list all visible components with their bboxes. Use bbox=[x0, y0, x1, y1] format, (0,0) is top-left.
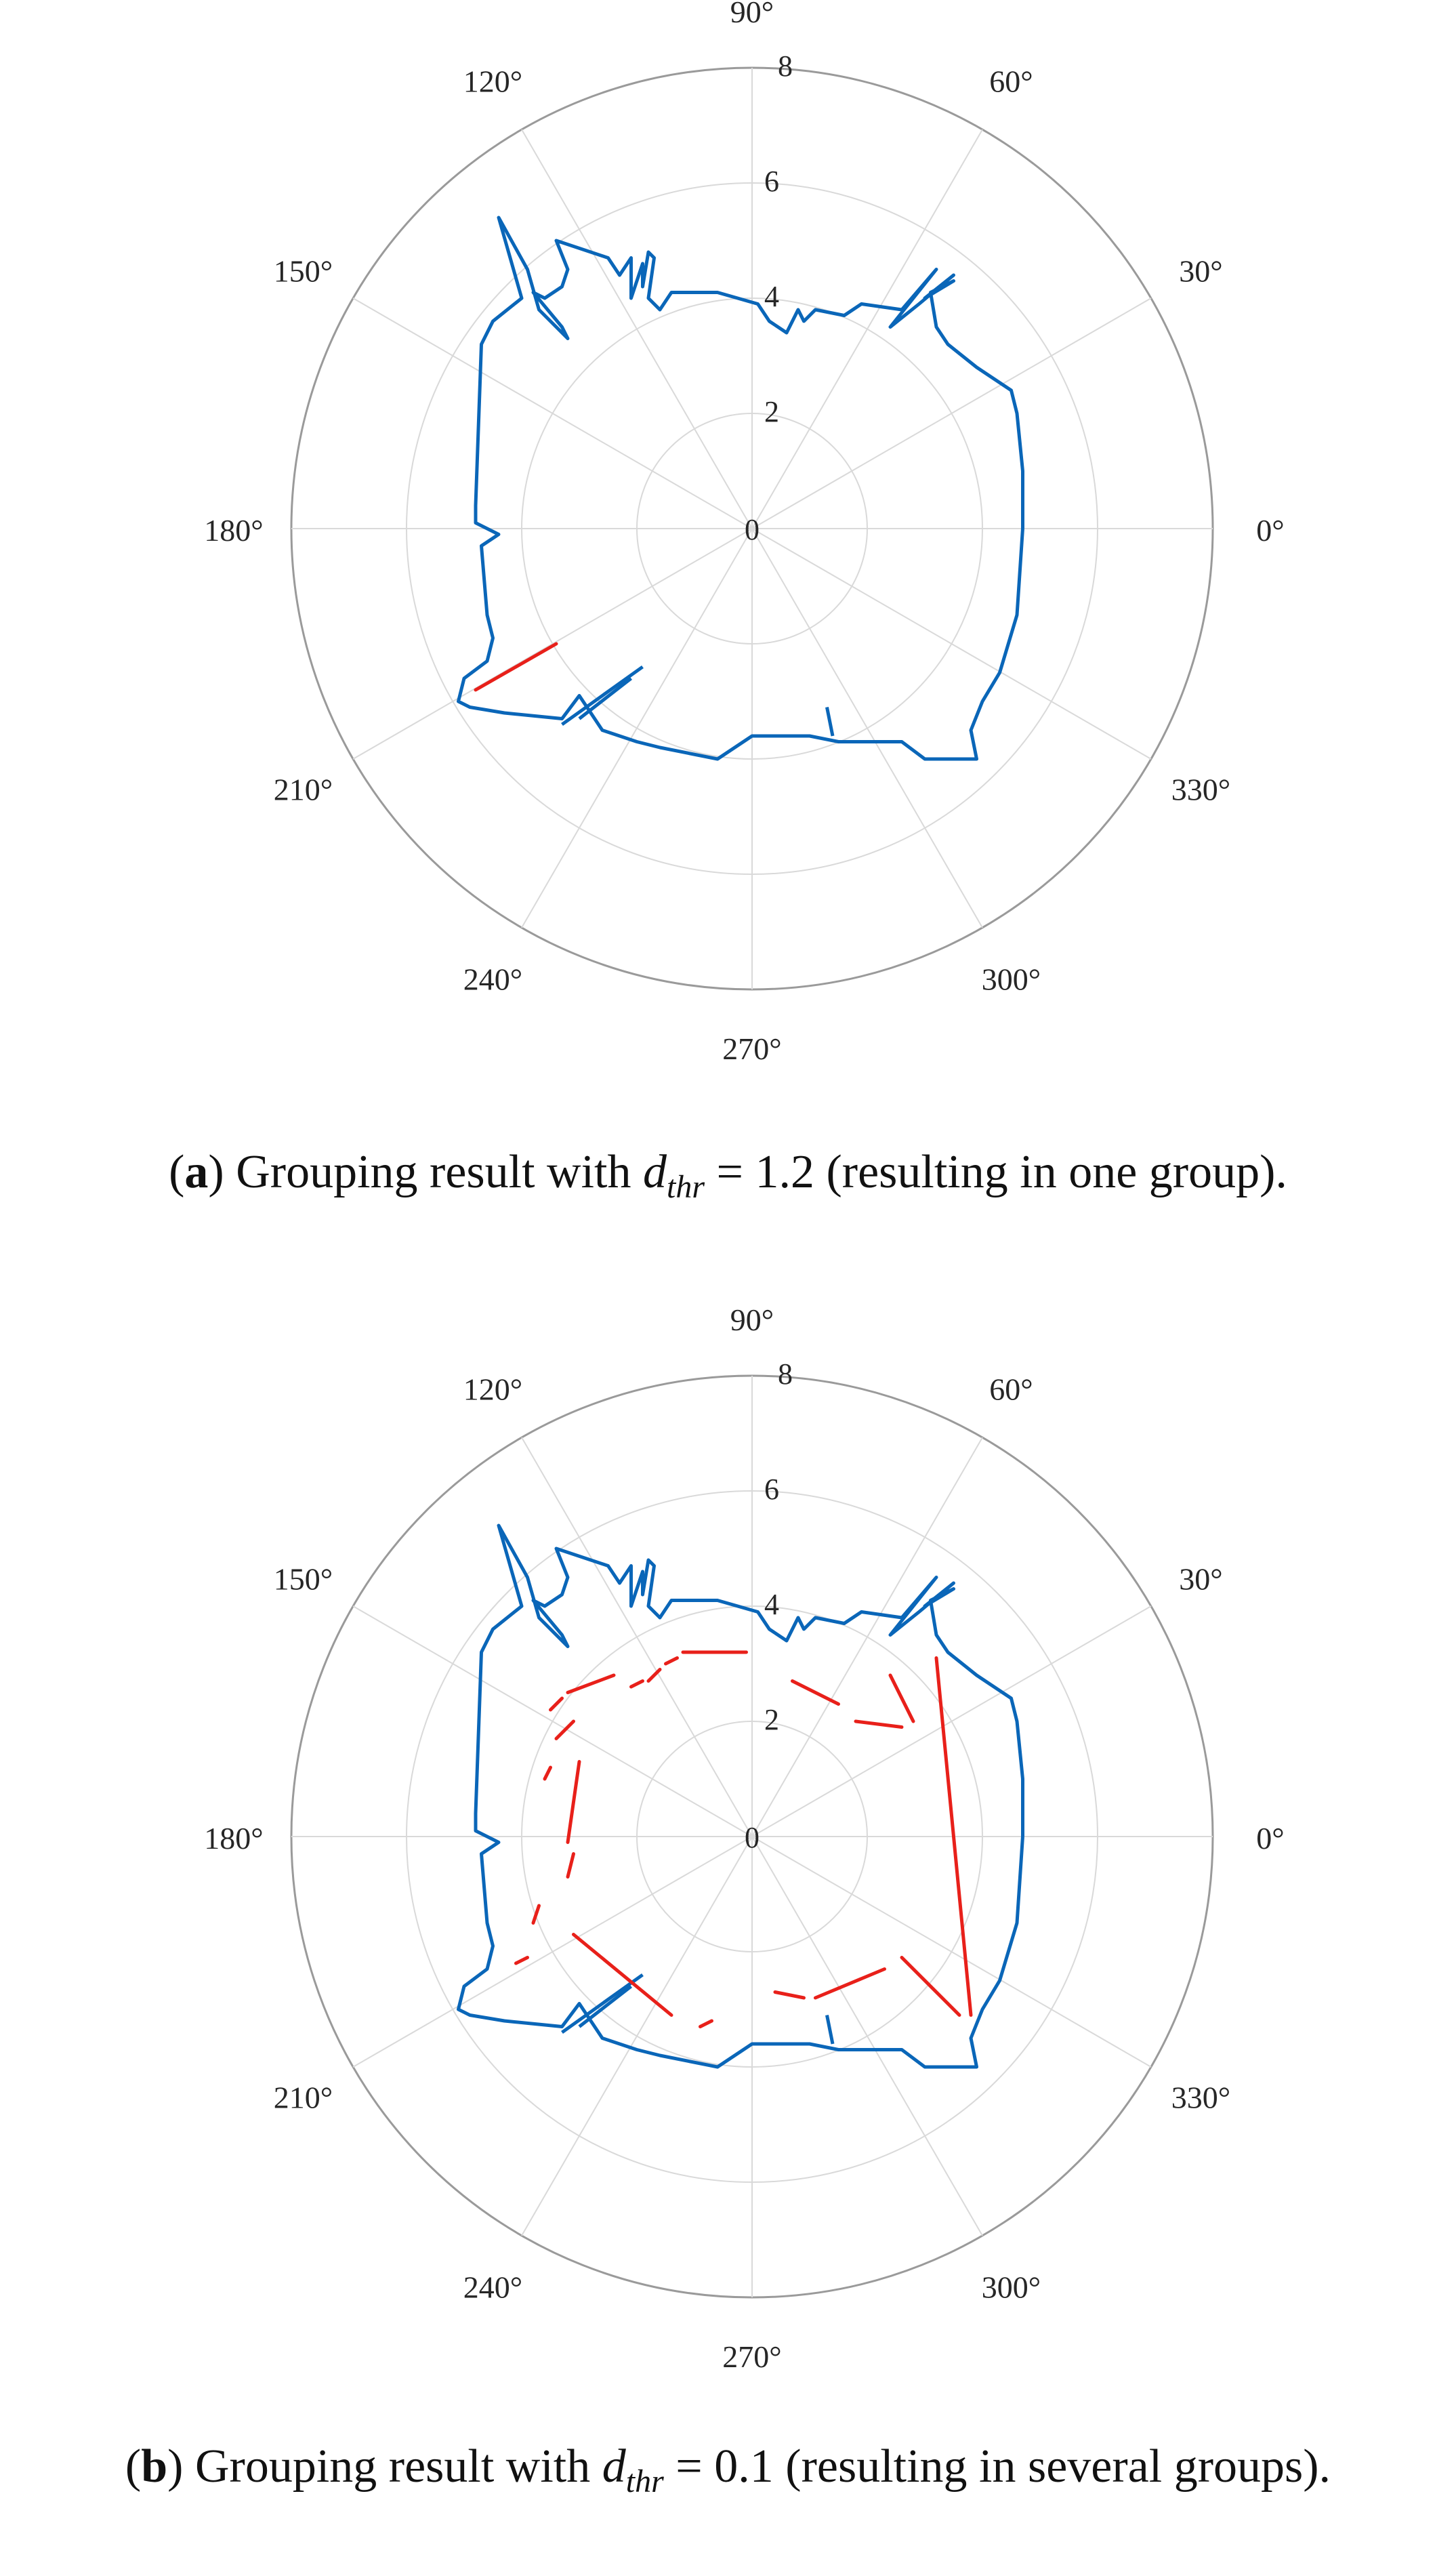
caption-a-var: d bbox=[642, 1146, 667, 1198]
grid-spoke-210 bbox=[352, 1836, 753, 2068]
angle-label-330: 330° bbox=[1171, 773, 1230, 807]
boundary-spike-0 bbox=[561, 1973, 644, 2034]
radial-label-4: 4 bbox=[764, 280, 779, 313]
grid-spoke-240 bbox=[521, 528, 753, 928]
angle-label-90: 90° bbox=[730, 0, 774, 29]
group-segment-3 bbox=[629, 1679, 644, 1689]
panel-a: 0° 30° 60° 90° 120° 150° 180° 210° 240° 270° 300° 3… bbox=[0, 0, 1456, 1254]
grid-spoke-240 bbox=[521, 1836, 753, 2236]
group-segment-12 bbox=[572, 1933, 673, 2017]
radial-label-4: 4 bbox=[764, 1588, 779, 1621]
caption-a-letter: a bbox=[184, 1146, 209, 1198]
boundary-spike-2 bbox=[825, 2015, 835, 2045]
angle-label-240: 240° bbox=[463, 2270, 522, 2305]
angle-label-90: 90° bbox=[730, 1308, 774, 1337]
angle-label-270: 270° bbox=[722, 1031, 781, 1066]
group-segment-10 bbox=[531, 1904, 541, 1925]
radial-label-0: 0 bbox=[745, 1821, 760, 1854]
boundary-line bbox=[457, 216, 1024, 761]
grid-spoke-60 bbox=[751, 129, 983, 529]
group-segment-7 bbox=[543, 1765, 552, 1781]
group-segment-11 bbox=[514, 1956, 529, 1965]
grid-spoke-300 bbox=[751, 1836, 983, 2236]
boundary-spike-1 bbox=[578, 1985, 633, 2028]
caption-a-text1: ) Grouping result with bbox=[208, 1146, 643, 1198]
angle-label-0: 0° bbox=[1256, 1821, 1284, 1856]
angle-label-210: 210° bbox=[274, 2081, 333, 2115]
panel-b: 0° 30° 60° 90° 120° 150° 180° 210° 240° 270° 300° 3… bbox=[0, 1308, 1456, 2561]
angle-label-60: 60° bbox=[989, 1372, 1033, 1406]
group-segment-5 bbox=[549, 1696, 564, 1712]
angle-label-300: 300° bbox=[982, 962, 1041, 997]
group-segment-1 bbox=[664, 1656, 679, 1666]
group-segment-17 bbox=[934, 1656, 973, 2017]
group-segment-20 bbox=[888, 1673, 915, 1723]
caption-a-var-sub: thr bbox=[666, 1169, 705, 1205]
group-segment-14 bbox=[773, 1990, 806, 2000]
caption-b-letter: b bbox=[141, 2440, 168, 2493]
polar-chart-a: 0° 30° 60° 90° 120° 150° 180° 210° 240° 270° 300° 3… bbox=[204, 0, 1284, 1066]
angle-label-30: 30° bbox=[1179, 254, 1222, 289]
grid-spoke-330 bbox=[751, 528, 1152, 760]
caption-b-prefix: ( bbox=[125, 2440, 142, 2493]
group-segment-13 bbox=[699, 2019, 713, 2028]
radial-label-2: 2 bbox=[764, 1703, 779, 1736]
caption-b-text1: ) Grouping result with bbox=[167, 2440, 602, 2493]
radial-label-2: 2 bbox=[764, 395, 779, 428]
group-segment-9 bbox=[566, 1852, 575, 1879]
angle-label-0: 0° bbox=[1256, 513, 1284, 548]
angle-label-240: 240° bbox=[463, 962, 522, 997]
group-segment-0 bbox=[474, 642, 558, 692]
caption-b-var-sub: thr bbox=[625, 2463, 664, 2499]
caption-a: (a) Grouping result with dthr = 1.2 (res… bbox=[0, 1145, 1456, 1206]
group-segment-6 bbox=[554, 1719, 575, 1740]
grid-spoke-60 bbox=[751, 1437, 983, 1837]
angle-label-300: 300° bbox=[982, 2270, 1041, 2305]
radial-label-0: 0 bbox=[745, 513, 760, 546]
angle-label-60: 60° bbox=[989, 64, 1033, 98]
grid-spoke-150 bbox=[352, 1605, 753, 1837]
caption-b-var: d bbox=[602, 2440, 626, 2493]
grid-spoke-120 bbox=[521, 129, 753, 529]
polar-chart-b: 0° 30° 60° 90° 120° 150° 180° 210° 240° 270° 300° 3… bbox=[204, 1308, 1284, 2374]
angle-label-330: 330° bbox=[1171, 2081, 1230, 2115]
group-segment-8 bbox=[566, 1760, 581, 1844]
grid-spoke-120 bbox=[521, 1437, 753, 1837]
grid-spoke-150 bbox=[352, 298, 753, 529]
angle-label-210: 210° bbox=[274, 773, 333, 807]
radial-label-8: 8 bbox=[778, 1357, 793, 1391]
grid-spoke-210 bbox=[352, 528, 753, 760]
angle-label-150: 150° bbox=[274, 254, 333, 289]
group-segment-16 bbox=[900, 1956, 961, 2017]
grid-spoke-300 bbox=[751, 528, 983, 928]
caption-a-text2: = 1.2 (resulting in one group). bbox=[705, 1146, 1287, 1198]
grid-spoke-330 bbox=[751, 1836, 1152, 2068]
radial-label-8: 8 bbox=[778, 49, 793, 83]
caption-a-prefix: ( bbox=[169, 1146, 185, 1198]
angle-label-150: 150° bbox=[274, 1562, 333, 1597]
angle-label-180: 180° bbox=[204, 513, 263, 548]
angle-label-120: 120° bbox=[463, 64, 522, 98]
boundary-line bbox=[457, 1523, 1024, 2069]
angle-label-270: 270° bbox=[722, 2339, 781, 2374]
angle-label-30: 30° bbox=[1179, 1562, 1222, 1597]
group-segment-19 bbox=[854, 1719, 904, 1729]
group-segment-4 bbox=[566, 1673, 616, 1694]
group-segment-18 bbox=[791, 1679, 840, 1706]
boundary-spike-2 bbox=[825, 707, 835, 737]
radial-label-6: 6 bbox=[764, 1473, 779, 1506]
grid-spoke-30 bbox=[751, 1605, 1152, 1837]
caption-b: (b) Grouping result with dthr = 0.1 (res… bbox=[0, 2440, 1456, 2500]
group-segment-15 bbox=[814, 1967, 886, 2000]
angle-label-180: 180° bbox=[204, 1821, 263, 1856]
boundary-spike-0 bbox=[561, 665, 644, 726]
angle-label-120: 120° bbox=[463, 1372, 522, 1406]
group-segment-2 bbox=[646, 1668, 662, 1683]
caption-b-text2: = 0.1 (resulting in several groups). bbox=[663, 2440, 1331, 2493]
grid-spoke-30 bbox=[751, 298, 1152, 529]
boundary-spike-1 bbox=[578, 677, 633, 720]
radial-label-6: 6 bbox=[764, 165, 779, 198]
